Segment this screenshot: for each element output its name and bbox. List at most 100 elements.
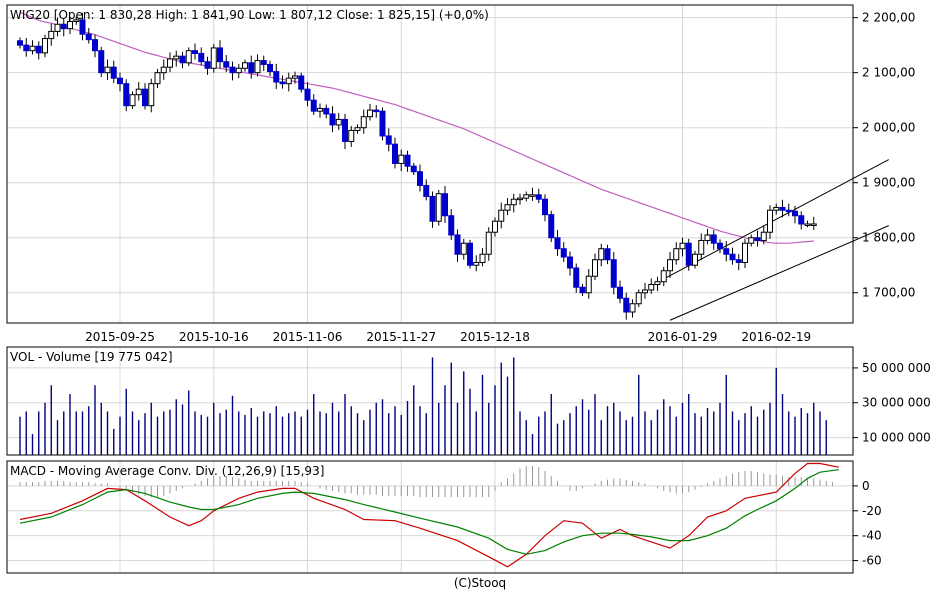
candle-body-down — [260, 60, 267, 65]
candlestick — [573, 263, 580, 293]
candlestick — [548, 210, 555, 243]
candle-body-down — [23, 44, 30, 52]
candlestick — [760, 226, 767, 245]
candle-body-up — [210, 47, 217, 69]
candle-body-down — [392, 143, 398, 164]
candlestick — [373, 105, 380, 118]
candlestick — [85, 28, 92, 44]
candlestick — [135, 82, 142, 101]
candlestick — [479, 248, 486, 267]
candlestick — [504, 198, 511, 216]
candlestick — [279, 75, 286, 89]
candlestick — [642, 282, 648, 299]
candlestick — [448, 209, 455, 240]
candle-body-down — [329, 113, 336, 126]
volume-tick-label: 30 000 000 — [862, 396, 931, 410]
price-tick-label: 2 200,00 — [862, 11, 915, 25]
candle-body-up — [354, 127, 361, 131]
candlestick — [160, 59, 167, 80]
price-candles — [17, 12, 817, 320]
macd-grid — [7, 461, 853, 573]
candle-body-down — [279, 81, 286, 85]
candlestick — [767, 205, 773, 239]
candle-body-up — [317, 107, 323, 112]
candle-body-down — [560, 248, 567, 258]
candle-body-down — [717, 242, 723, 250]
candlestick — [723, 241, 730, 262]
candlestick — [610, 252, 617, 295]
candlestick — [623, 292, 630, 320]
candle-body-down — [217, 47, 223, 63]
candlestick — [17, 37, 23, 49]
candlestick — [717, 239, 723, 254]
candle-body-up — [760, 231, 767, 241]
candle-body-down — [117, 77, 123, 85]
candle-body-up — [129, 94, 136, 107]
macd-panel-frame — [6, 460, 854, 574]
candle-body-down — [223, 61, 230, 68]
date-tick-label: 2015-10-16 — [179, 330, 249, 344]
candle-body-down — [404, 154, 411, 167]
candle-body-down — [548, 214, 555, 239]
date-tick-label: 2015-11-06 — [273, 330, 343, 344]
candle-body-down — [204, 61, 211, 69]
candlestick — [285, 72, 292, 92]
candle-body-up — [185, 50, 192, 64]
candle-body-down — [610, 259, 617, 288]
candlestick — [317, 103, 323, 118]
candlestick — [529, 187, 536, 201]
candlestick — [535, 188, 542, 204]
candle-body-down — [229, 66, 236, 74]
candle-body-up — [285, 77, 292, 85]
candlestick — [710, 230, 717, 250]
candle-body-up — [54, 23, 61, 32]
moving-average-line — [19, 11, 814, 244]
candlestick — [42, 34, 48, 58]
candlestick — [429, 191, 436, 228]
candlestick — [198, 47, 205, 66]
candlestick — [485, 227, 492, 261]
candlestick — [704, 228, 711, 245]
candle-body-up — [529, 194, 536, 197]
candle-body-down — [198, 52, 205, 63]
candlestick — [29, 40, 36, 55]
candlestick — [23, 38, 30, 57]
candle-body-up — [654, 281, 661, 285]
candle-body-up — [173, 55, 180, 60]
candlestick — [460, 238, 467, 260]
candlestick — [667, 252, 673, 278]
candlestick — [635, 289, 642, 308]
candlestick — [179, 51, 186, 69]
candle-body-down — [579, 286, 586, 294]
candlestick — [192, 43, 198, 60]
candle-body-down — [273, 71, 280, 83]
candle-body-down — [342, 118, 348, 142]
candlestick — [617, 280, 623, 304]
candle-body-up — [510, 198, 517, 206]
candle-body-down — [179, 55, 186, 64]
candle-body-up — [504, 204, 511, 211]
candlestick — [98, 46, 105, 78]
price-tick-label: 2 000,00 — [862, 121, 915, 135]
candlestick — [435, 189, 442, 226]
candlestick — [48, 23, 55, 46]
candle-body-up — [48, 30, 55, 40]
candlestick — [229, 61, 236, 81]
candlestick — [323, 104, 330, 119]
macd-line — [19, 462, 839, 568]
candle-body-down — [110, 66, 117, 79]
candle-body-down — [17, 40, 23, 46]
candlestick — [217, 40, 223, 69]
candlestick — [492, 217, 498, 237]
candle-body-up — [292, 75, 298, 79]
candlestick — [292, 71, 298, 84]
macd-tick-label: -40 — [862, 529, 882, 543]
candlestick — [273, 63, 280, 90]
candlestick — [242, 59, 248, 72]
candle-body-up — [810, 223, 817, 226]
candlestick — [142, 83, 148, 110]
price-tick-label: 2 100,00 — [862, 66, 915, 80]
candlestick — [298, 72, 305, 93]
candle-body-down — [735, 259, 742, 263]
date-axis-labels: 2015-09-25 2015-10-16 2015-11-06 2015-11-27… — [85, 330, 811, 344]
